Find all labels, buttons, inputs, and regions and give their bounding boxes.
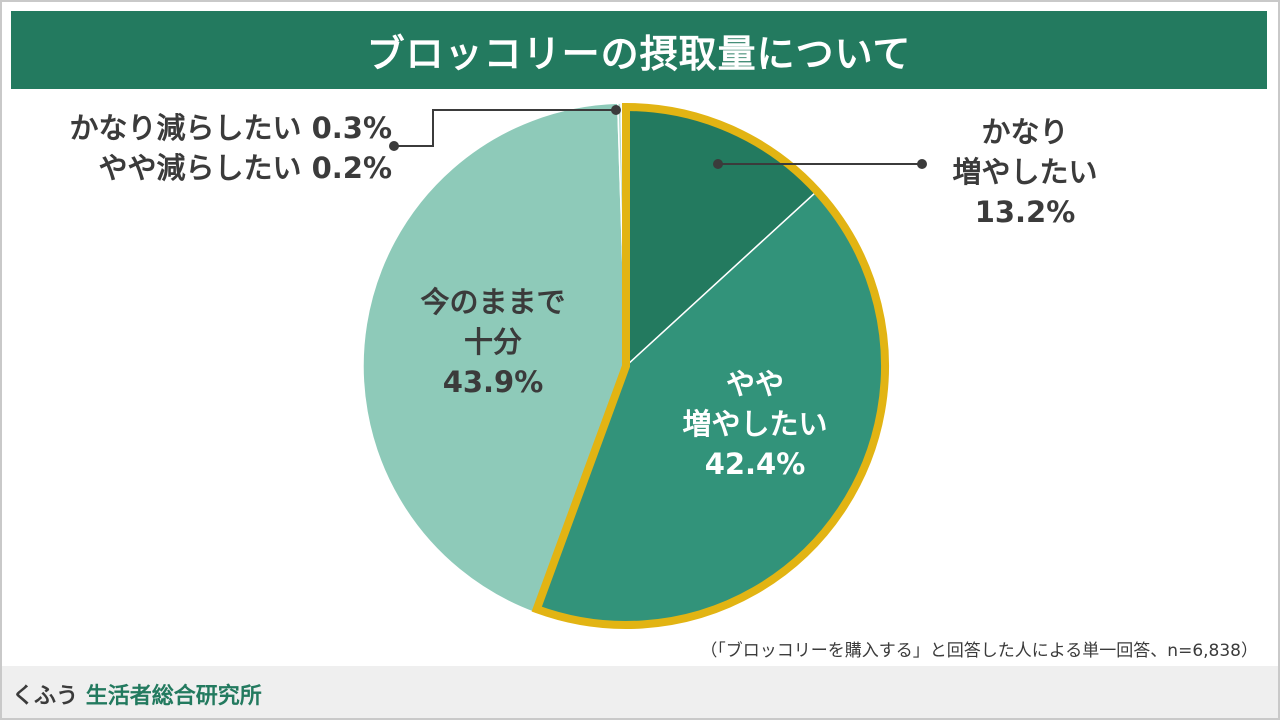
label-as-is-line3: 43.9% — [442, 365, 544, 399]
label-somewhat-more-line3: 42.4% — [704, 447, 806, 481]
label-much-more-line3: 13.2% — [974, 195, 1076, 229]
label-much-more-line1: かなり — [981, 115, 1069, 149]
label-somewhat-more-line1: やや — [725, 367, 784, 401]
label-much-more: かなり 増やしたい 13.2% — [920, 112, 1130, 232]
leader-dot-reduce-inner — [611, 105, 621, 115]
footer: くふう 生活者総合研究所 — [2, 666, 1278, 718]
leader-dot-much-more-inner — [713, 159, 723, 169]
brand-name: 生活者総合研究所 — [85, 684, 262, 709]
label-much-less: かなり減らしたい 0.3% — [69, 111, 392, 145]
label-as-is-line2: 十分 — [463, 325, 522, 359]
pie-slice-as-is — [362, 102, 627, 614]
chart-title: ブロッコリーの摂取量について — [366, 31, 912, 76]
brand-logo: くふう 生活者総合研究所 — [12, 678, 262, 710]
label-as-is-line1: 今のままで — [420, 285, 566, 319]
label-somewhat-more-line2: 増やしたい — [682, 407, 828, 441]
label-somewhat-more: やや 増やしたい 42.4% — [645, 364, 865, 484]
leader-lines — [389, 105, 927, 169]
label-much-more-line2: 増やしたい — [952, 155, 1098, 189]
title-bar: ブロッコリーの摂取量について — [11, 11, 1267, 89]
label-as-is: 今のままで 十分 43.9% — [383, 282, 603, 402]
leader-dot-much-more-outer — [917, 159, 927, 169]
leader-dot-reduce-outer — [389, 141, 399, 151]
brand-prefix: くふう — [12, 684, 79, 709]
highlight-outline — [531, 102, 889, 629]
label-reduce: かなり減らしたい 0.3% やや減らしたい 0.2% — [22, 108, 392, 188]
label-somewhat-less: やや減らしたい 0.2% — [98, 151, 392, 185]
leader-line-reduce — [394, 109, 616, 147]
survey-note: （「ブロッコリーを購入する」と回答した人による単一回答、n=6,838） — [700, 641, 1258, 661]
